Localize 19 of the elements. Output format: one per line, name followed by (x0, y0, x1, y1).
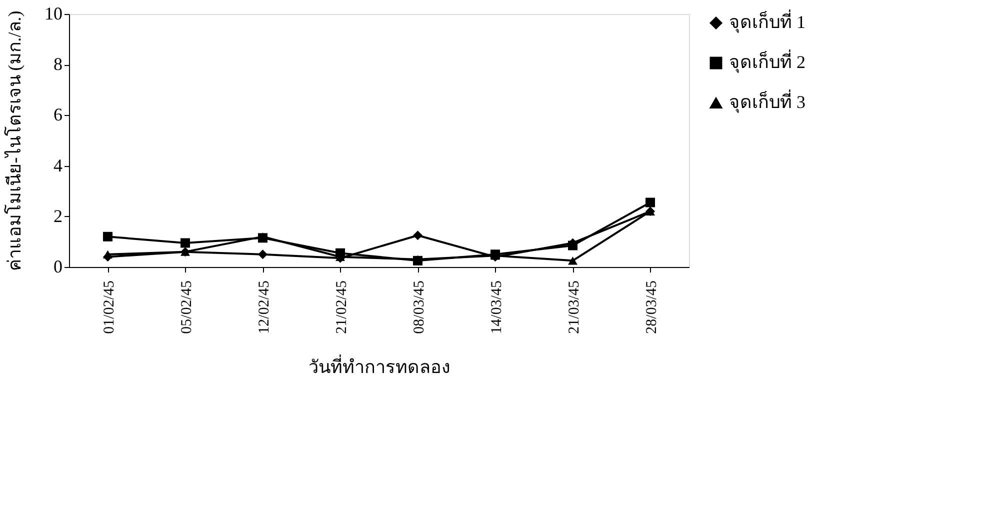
y-tick-label: 4 (54, 155, 62, 176)
x-tick-label: 28/03/45 (644, 280, 660, 334)
y-tick-label: 6 (54, 104, 62, 125)
y-tick-label: 0 (54, 256, 62, 276)
x-tick-label: 21/03/45 (566, 280, 582, 334)
y-tick-label: 2 (54, 206, 62, 226)
x-tick-label: 01/02/45 (101, 280, 118, 334)
y-axis-title: ค่าแอมโมเนีย-ไนโตรเจน (มก./ล.) (4, 10, 24, 272)
y-tick-label: 8 (54, 54, 62, 74)
legend-label: จุดเก็บที่ 2 (729, 49, 806, 73)
x-tick-label: 21/02/45 (334, 280, 350, 334)
x-tick-label: 05/02/45 (178, 280, 195, 334)
x-axis-title: วันที่ทำการทดลอง (308, 354, 450, 377)
y-tick-label: 10 (44, 4, 62, 24)
legend-label: จุดเก็บที่ 3 (729, 89, 806, 113)
legend-label: จุดเก็บที่ 1 (729, 9, 806, 33)
x-tick-label: 14/03/45 (488, 280, 505, 334)
x-tick-label: 08/03/45 (411, 280, 428, 334)
x-tick-label: 12/02/45 (256, 280, 272, 334)
